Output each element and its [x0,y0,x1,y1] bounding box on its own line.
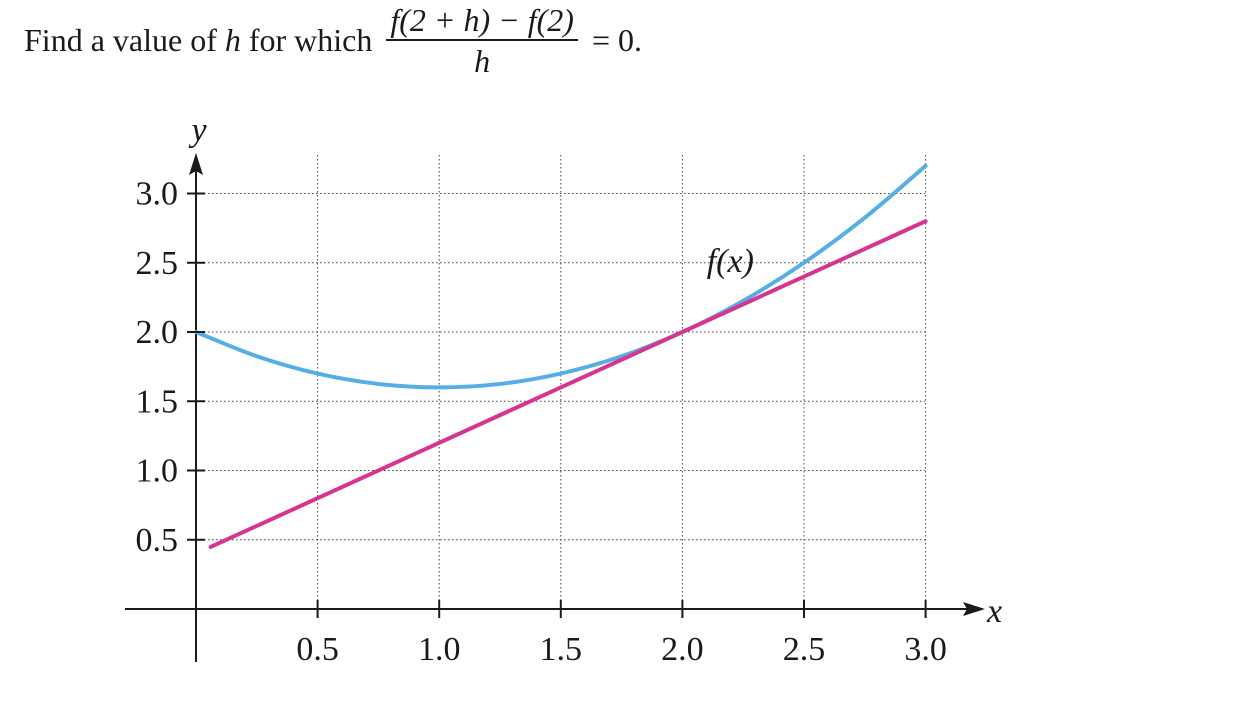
y-tick-label-1: 1.0 [136,453,179,490]
y-axis-label: y [188,112,207,149]
y-tick-label-2: 1.5 [136,383,179,420]
x-axis-arrow-icon [963,602,985,616]
y-axis-arrow-icon [189,153,203,175]
series-label-fx: f(x) [707,243,754,280]
x-tick-label-3: 2.0 [661,631,704,668]
series-group [194,163,928,549]
x-axis-label: x [986,593,1002,630]
y-tick-label-0: 0.5 [136,522,179,559]
series-line-1 [208,219,928,549]
fraction-denominator: h [474,43,491,79]
question-text: Find a value of h for which f(2 + h) − f… [24,0,824,80]
difference-quotient: f(2 + h) − f(2) h [386,2,578,78]
x-tick-label-0: 0.5 [296,631,339,668]
fraction-numerator: f(2 + h) − f(2) [386,2,578,41]
y-tick-label-4: 2.5 [136,245,179,282]
x-tick-label-4: 2.5 [783,631,826,668]
grid-lines [196,155,927,609]
axes [125,153,985,662]
y-tick-label-3: 2.0 [136,314,179,351]
question-mid: for which [240,21,373,58]
series-line-0 [194,163,928,390]
question-suffix: = 0. [591,21,642,58]
y-tick-label-5: 3.0 [136,176,179,213]
x-tick-label-2: 1.5 [540,631,583,668]
x-tick-label-1: 1.0 [418,631,461,668]
x-tick-label-5: 3.0 [904,631,947,668]
ticks: 0.5 1.0 1.5 2.0 2.5 3.0 0.5 1.0 1.5 2.0 2.5 3.0 [136,176,947,669]
question-variable: h [224,21,241,58]
question-prefix: Find a value of [24,21,225,58]
